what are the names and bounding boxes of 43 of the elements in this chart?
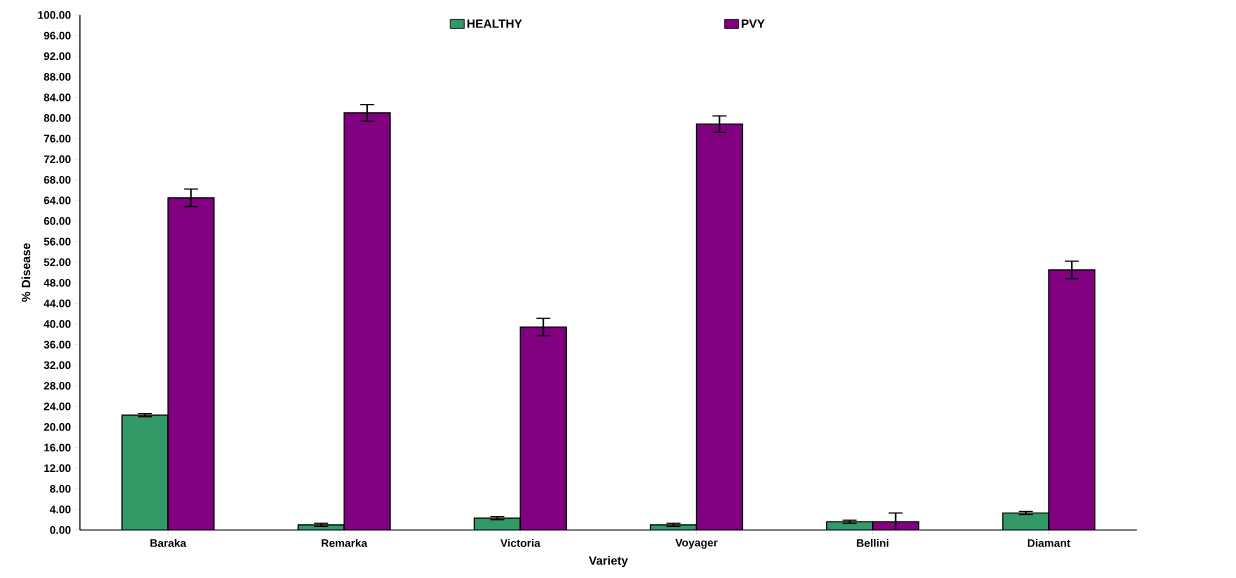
x-axis-title: Variety [588, 556, 628, 568]
x-tick-label: Remarka [321, 538, 368, 547]
y-tick-label: 72.00 [44, 155, 71, 164]
y-tick-label: 100.00 [38, 11, 71, 19]
y-tick-label: 40.00 [43, 320, 71, 328]
x-tick-label: Victoria [500, 538, 541, 547]
y-tick-label: 84.00 [43, 93, 71, 102]
y-tick-label: 96.00 [43, 31, 71, 40]
y-tick-label: 24.00 [43, 402, 71, 411]
bar [520, 327, 567, 530]
x-tick-label: Bellini [856, 538, 889, 547]
y-tick-label: 64.00 [43, 196, 71, 205]
y-tick-label: 32.00 [43, 361, 71, 370]
y-tick-label: 20.00 [43, 423, 71, 431]
bar [122, 415, 169, 530]
x-tick-label: Diamant [1027, 538, 1071, 547]
y-tick-label: 28.00 [43, 381, 71, 390]
y-tick-label: 48.00 [43, 278, 71, 287]
y-tick-label: 8.00 [50, 484, 71, 493]
y-tick-label: 16.00 [44, 443, 71, 452]
y-tick-label: 56.00 [43, 237, 71, 246]
y-tick-label: 12.00 [44, 464, 71, 473]
y-tick-label: 0.00 [50, 526, 71, 534]
y-axis-title: % Disease [21, 243, 31, 302]
y-tick-label: 4.00 [49, 505, 71, 514]
x-tick-label: Baraka [150, 538, 187, 547]
y-tick-label: 92.00 [43, 52, 71, 61]
legend-label: HEALTHY [467, 19, 523, 28]
bar [696, 124, 743, 530]
y-tick-label: 36.00 [43, 340, 71, 349]
y-tick-label: 44.00 [43, 299, 71, 308]
bar [168, 197, 215, 530]
legend-label: PVY [741, 19, 765, 28]
bar [1048, 269, 1096, 530]
y-tick-label: 52.00 [43, 258, 71, 267]
y-tick-label: 76.00 [44, 134, 71, 143]
y-tick-label: 80.00 [43, 114, 71, 122]
y-tick-label: 60.00 [43, 217, 71, 225]
x-tick-label: Voyager [675, 538, 718, 549]
y-tick-label: 68.00 [43, 175, 71, 184]
bar [344, 112, 391, 530]
y-tick-label: 88.00 [43, 72, 71, 81]
bar [1002, 512, 1050, 530]
